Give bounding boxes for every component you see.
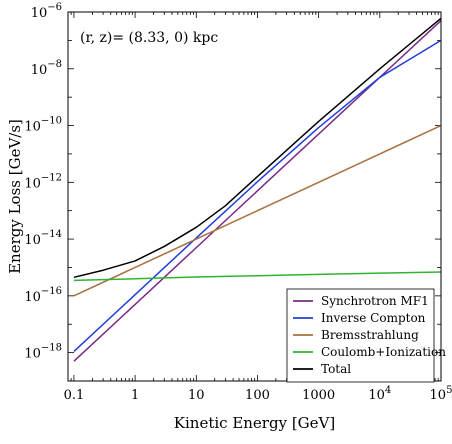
y-tick-label: 10−6: [31, 2, 62, 21]
series-line-total: [73, 17, 442, 279]
plot-frame: [67, 11, 442, 382]
x-tick-label: 1: [131, 388, 139, 403]
y-ticks: 10−18 10−16 10−14 10−12 10−10 10−8 10−6: [24, 2, 441, 382]
legend-label: Synchrotron MF1: [321, 294, 429, 308]
chart-annotation: (r, z)= (8.33, 0) kpc: [80, 30, 218, 46]
x-tick-label: 104: [368, 385, 391, 403]
y-tick-label: 10−14: [24, 229, 62, 248]
legend-label: Bremsstrahlung: [321, 328, 419, 342]
legend-label: Coulomb+Ionization: [321, 345, 446, 359]
series-line-bremsstrahlung: [73, 124, 442, 297]
series-line-coulomb-ionization: [73, 271, 442, 282]
legend-label: Total: [321, 362, 351, 376]
x-tick-label: 105: [430, 385, 452, 403]
legend-label: Inverse Compton: [321, 311, 426, 325]
x-tick-label: 1000: [302, 388, 335, 403]
y-tick-label: 10−18: [24, 343, 62, 362]
legend-items: Synchrotron MF1 Inverse Compton Bremsstrah…: [293, 294, 446, 376]
series-line-inverse-compton: [73, 39, 442, 352]
y-tick-label: 10−8: [31, 59, 62, 78]
y-axis-label: Energy Loss [GeV/s]: [6, 119, 24, 274]
legend: Synchrotron MF1 Inverse Compton Bremsstrah…: [286, 288, 446, 383]
x-ticks: 0.1 1 10 100 1000 104 105: [64, 12, 452, 403]
x-tick-label: 0.1: [64, 388, 85, 403]
series-lines: [73, 17, 442, 362]
y-tick-label: 10−10: [24, 116, 62, 135]
y-tick-label: 10−12: [24, 172, 62, 191]
x-axis-label: Kinetic Energy [GeV]: [174, 414, 335, 432]
x-tick-label: 10: [188, 388, 205, 403]
y-tick-label: 10−16: [24, 286, 62, 305]
x-tick-label: 100: [245, 388, 270, 403]
